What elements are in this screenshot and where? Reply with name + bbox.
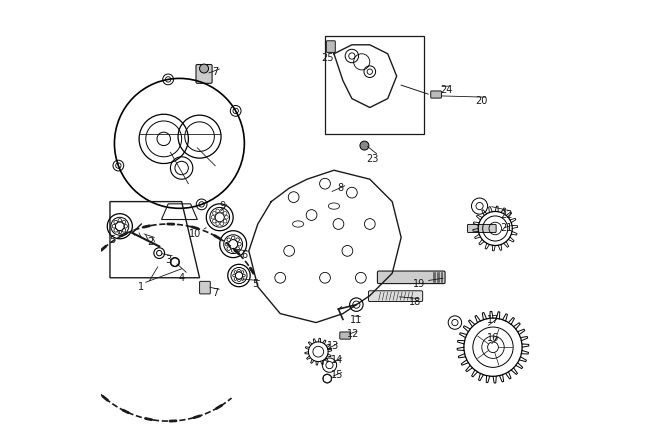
- FancyBboxPatch shape: [340, 332, 350, 339]
- Text: 1: 1: [138, 282, 144, 292]
- Text: 16: 16: [487, 333, 499, 343]
- FancyBboxPatch shape: [369, 291, 422, 302]
- Text: 23: 23: [366, 154, 378, 164]
- Circle shape: [360, 141, 369, 150]
- Text: 3: 3: [165, 255, 171, 265]
- FancyBboxPatch shape: [467, 224, 496, 233]
- Text: 21: 21: [500, 224, 513, 233]
- Text: 19: 19: [413, 280, 425, 289]
- Text: 7: 7: [212, 289, 218, 298]
- Text: 8: 8: [337, 183, 344, 193]
- Text: 7: 7: [212, 67, 218, 77]
- Circle shape: [200, 64, 209, 73]
- Text: 9: 9: [219, 201, 225, 211]
- Text: 24: 24: [440, 85, 452, 95]
- Text: 4: 4: [179, 273, 185, 283]
- Text: 5: 5: [109, 235, 115, 245]
- Text: 17: 17: [487, 315, 499, 325]
- Text: 6: 6: [241, 250, 248, 260]
- FancyBboxPatch shape: [196, 65, 212, 83]
- Text: 12: 12: [346, 329, 359, 339]
- FancyBboxPatch shape: [326, 41, 335, 52]
- Text: 14: 14: [332, 355, 344, 365]
- FancyBboxPatch shape: [200, 281, 211, 294]
- Text: 25: 25: [322, 53, 334, 63]
- FancyBboxPatch shape: [378, 271, 445, 284]
- Text: 22: 22: [500, 210, 513, 220]
- Text: 13: 13: [327, 341, 339, 351]
- FancyBboxPatch shape: [431, 91, 441, 98]
- Text: 5: 5: [252, 280, 259, 289]
- Text: 20: 20: [476, 96, 488, 106]
- Text: 11: 11: [350, 315, 363, 325]
- Text: 10: 10: [189, 229, 202, 239]
- Text: 2: 2: [147, 237, 153, 247]
- Text: 18: 18: [408, 297, 421, 307]
- Text: 15: 15: [332, 370, 344, 380]
